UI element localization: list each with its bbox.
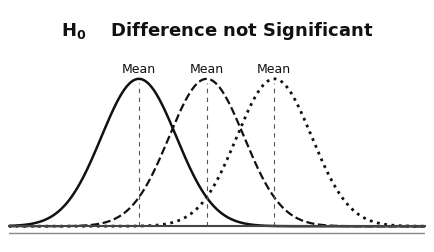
Text: Mean: Mean bbox=[257, 63, 291, 76]
Text: Mean: Mean bbox=[190, 63, 224, 76]
Text: H$_\mathbf{0}$    Difference not Significant: H$_\mathbf{0}$ Difference not Significan… bbox=[61, 20, 373, 42]
Text: Mean: Mean bbox=[122, 63, 156, 76]
